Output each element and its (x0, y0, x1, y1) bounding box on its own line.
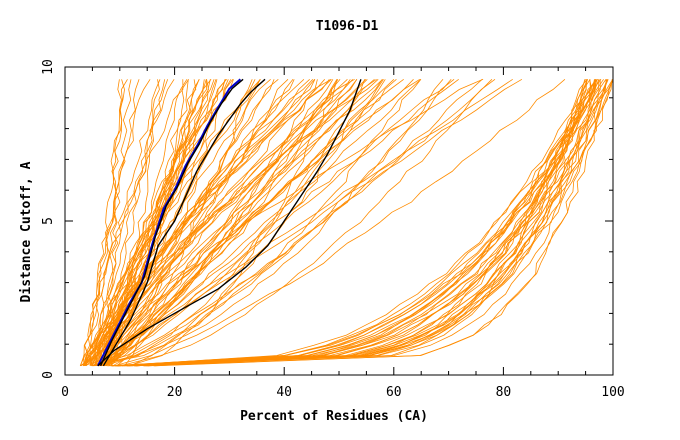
bundle-curve (147, 79, 607, 367)
bundle-curve (154, 79, 613, 367)
series-line (102, 78, 266, 367)
bundle-curve (83, 79, 261, 366)
x-tick-label: 100 (601, 385, 624, 400)
x-tick-label: 20 (167, 385, 183, 400)
bundle-curve (79, 79, 140, 366)
bundle-curve (89, 79, 128, 366)
bundle-curve (110, 79, 422, 367)
bundle-curve (123, 78, 404, 367)
bundle-curve (118, 79, 600, 367)
bundle-curve (91, 79, 483, 367)
bundle-curve (99, 78, 279, 367)
bundle-curve (123, 79, 588, 367)
y-tick-label: 5 (41, 217, 56, 225)
ticks-layer: 0 20 40 60 80 100 0 5 10 (41, 59, 625, 400)
bundle-curve (110, 79, 604, 367)
bundle-curve (126, 79, 614, 367)
bundle-curve (95, 78, 421, 367)
bundle-curve (93, 79, 422, 367)
y-tick-label: 10 (41, 59, 56, 75)
bundle-curve (121, 79, 586, 367)
bundle-curve (96, 79, 289, 367)
bundle-curve (129, 79, 608, 367)
bundle-curve (94, 79, 218, 366)
bundle-curve (102, 78, 513, 367)
bundle-curve (114, 78, 566, 367)
bundle-curve (93, 79, 271, 366)
bundle-curve (134, 79, 598, 367)
bundle-curve (120, 78, 496, 367)
bundle-curve (101, 79, 294, 366)
bundle-curve (98, 79, 395, 367)
bundle-curve (84, 79, 161, 366)
chart-title: T1096-D1 (316, 19, 379, 34)
bundle-curve (115, 79, 614, 367)
y-tick-label: 0 (41, 371, 56, 379)
bundle-curve (83, 79, 151, 366)
bundle-curve (80, 79, 184, 366)
bundle-curve (99, 78, 332, 366)
x-tick-label: 0 (61, 385, 69, 400)
x-axis-label: Percent of Residues (CA) (240, 409, 428, 424)
bundle-curve (121, 79, 608, 367)
bundle-curve (135, 79, 591, 367)
bundle-curve (92, 79, 444, 367)
bundle-curve (106, 79, 358, 367)
bundle-curve (108, 79, 383, 367)
bundle-curve (105, 78, 397, 367)
series-line (99, 78, 244, 367)
x-tick-label: 80 (496, 385, 512, 400)
bundle-curve (99, 78, 455, 367)
x-tick-label: 40 (276, 385, 292, 400)
curves-layer (79, 78, 614, 367)
bundle-curve (100, 78, 375, 367)
bundle-curve (116, 79, 596, 367)
bundle-curve (112, 79, 493, 367)
bundle-curve (116, 79, 614, 367)
bundle-curve (134, 79, 593, 367)
series-line (97, 78, 242, 367)
highlight-layer (97, 78, 362, 367)
bundle-curve (93, 79, 200, 367)
bundle-curve (107, 79, 596, 367)
bundle-curve (111, 79, 595, 367)
series-line (97, 79, 362, 367)
bundle-curve (83, 79, 226, 366)
bundle-curve (80, 79, 383, 367)
y-axis-label: Distance Cutoff, A (19, 161, 34, 302)
bundle-curve (130, 79, 386, 367)
bundle-curve (108, 79, 351, 367)
bundle-curve (98, 79, 227, 367)
bundle-curve (105, 79, 132, 366)
bundle-curve (80, 79, 197, 367)
x-tick-label: 60 (386, 385, 402, 400)
bundle-curve (147, 79, 609, 367)
bundle-curve (94, 79, 175, 366)
